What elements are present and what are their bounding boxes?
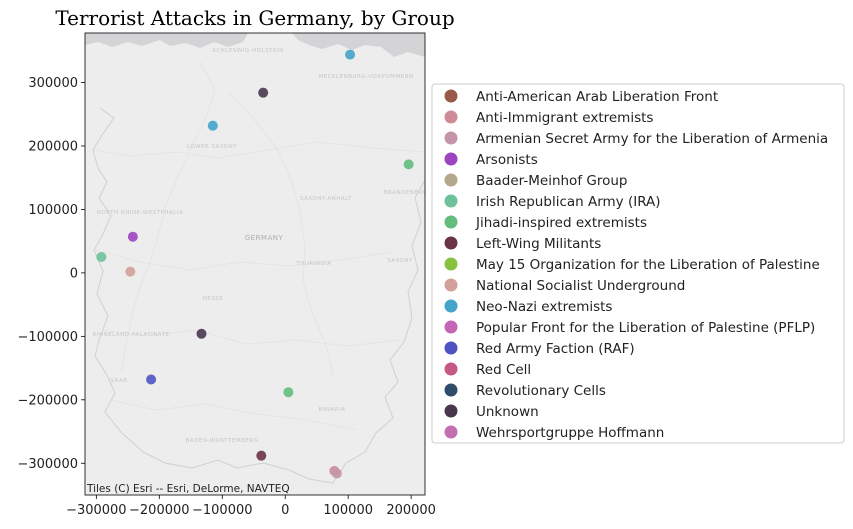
y-tick-label: −200000	[17, 393, 78, 408]
x-tick-label: −100000	[192, 503, 253, 518]
x-tick-label: −200000	[129, 503, 190, 518]
x-tick-label: 200000	[386, 503, 436, 518]
legend-marker-2	[444, 131, 458, 145]
basemap-label-north-rhine-westphalia: NORTH RHINE-WESTPHALIA	[97, 210, 183, 216]
basemap-attribution: Tiles (C) Esri -- Esri, DeLorme, NAVTEQ	[86, 483, 290, 495]
legend-frame	[431, 83, 845, 444]
x-tick-label: 0	[281, 503, 289, 518]
point-15-0	[258, 87, 269, 98]
legend-label-8: May 15 Organization for the Liberation o…	[476, 257, 820, 273]
legend-label-6: Jihadi-inspired extremists	[475, 215, 647, 231]
axes-frame	[84, 32, 426, 496]
legend-marker-10	[444, 299, 458, 313]
basemap-label-saxony: SAXONY	[387, 258, 413, 264]
basemap-label-mecklenburg: MECKLENBURG-VORPOMMERN	[318, 74, 413, 80]
legend-label-12: Red Army Faction (RAF)	[476, 341, 635, 357]
basemap-label-schleswig-holstein: SCHLESWIG-HOLSTEIN	[212, 48, 283, 54]
data-points	[96, 49, 414, 479]
basemap-state-border	[102, 329, 401, 347]
legend-label-11: Popular Front for the Liberation of Pale…	[476, 320, 815, 336]
basemap-label-baden-wurttemberg: BADEN-WURTTEMBERG	[186, 438, 259, 444]
legend-label-15: Unknown	[476, 404, 539, 420]
point-9-0	[125, 266, 136, 277]
basemap: GERMANY LOWER SAXONY NORTH RHINE-WESTPHA…	[85, 33, 432, 495]
legend-label-4: Baader-Meinhof Group	[476, 173, 627, 189]
basemap-north-sea	[85, 33, 248, 48]
basemap-state-border	[95, 249, 393, 271]
point-3-0	[127, 231, 138, 242]
basemap-state-border	[109, 399, 357, 431]
legend-label-3: Arsonists	[476, 152, 538, 168]
legend-marker-5	[444, 194, 458, 208]
legend-marker-15	[444, 404, 458, 418]
legend-marker-11	[444, 320, 458, 334]
y-tick-label: 300000	[28, 76, 78, 91]
basemap-land	[85, 33, 425, 495]
legend-marker-0	[444, 89, 458, 103]
y-tick-label: 100000	[28, 203, 78, 218]
legend-marker-6	[444, 215, 458, 229]
legend-marker-8	[444, 257, 458, 271]
y-axis: 300000 200000 100000 0 −100000 −200000 −300000	[17, 76, 85, 472]
point-2-0	[331, 468, 342, 479]
legend-label-9: National Socialist Underground	[476, 278, 685, 294]
x-axis: −300000 −200000 −100000 0 100000 200000	[66, 495, 436, 518]
basemap-label-lower-saxony: LOWER SAXONY	[187, 144, 237, 150]
basemap-label-thuringia: THURINGIA	[295, 261, 331, 267]
legend-label-7: Left-Wing Militants	[476, 236, 601, 252]
basemap-label-saxony-anhalt: SAXONY-ANHALT	[300, 196, 352, 202]
legend: Anti-American Arab Liberation Front Anti-…	[431, 83, 845, 444]
basemap-label-hesse: HESSE	[203, 296, 224, 302]
basemap-east-border	[332, 179, 425, 484]
y-tick-label: 0	[70, 266, 78, 281]
basemap-state-border	[120, 61, 216, 373]
y-tick-label: −300000	[17, 457, 78, 472]
x-tick-label: 100000	[323, 503, 373, 518]
legend-label-0: Anti-American Arab Liberation Front	[476, 89, 718, 105]
legend-label-10: Neo-Nazi extremists	[476, 299, 612, 315]
point-10-1	[207, 120, 218, 131]
point-6-0	[403, 159, 414, 170]
point-15-1	[196, 328, 207, 339]
x-tick-label: −300000	[66, 503, 127, 518]
basemap-baltic-sea	[292, 33, 425, 57]
legend-marker-12	[444, 341, 458, 355]
legend-label-16: Wehrsportgruppe Hoffmann	[476, 425, 664, 441]
chart-title: Terrorist Attacks in Germany, by Group	[55, 6, 454, 30]
basemap-country-border	[92, 107, 334, 484]
legend-marker-9	[444, 278, 458, 292]
legend-marker-16	[444, 425, 458, 439]
legend-label-14: Revolutionary Cells	[476, 383, 606, 399]
legend-label-1: Anti-Immigrant extremists	[476, 110, 653, 126]
plot-area: GERMANY LOWER SAXONY NORTH RHINE-WESTPHA…	[84, 32, 432, 496]
point-10-0	[345, 49, 356, 60]
legend-marker-4	[444, 173, 458, 187]
legend-label-2: Armenian Secret Army for the Liberation …	[476, 131, 828, 147]
basemap-state-border	[92, 141, 425, 159]
point-6-1	[283, 387, 294, 398]
y-tick-label: 200000	[28, 139, 78, 154]
basemap-label-rhineland-palatinate: RHINELAND-PALATINATE	[93, 332, 170, 338]
legend-marker-7	[444, 236, 458, 250]
basemap-label-saar: SAAR	[110, 378, 127, 384]
legend-marker-1	[444, 110, 458, 124]
legend-marker-3	[444, 152, 458, 166]
basemap-state-border	[227, 91, 335, 379]
legend-label-13: Red Cell	[476, 362, 531, 378]
basemap-label-bavaria: BAVARIA	[318, 407, 345, 413]
basemap-label-brandenburg: BRANDENBURG	[384, 190, 432, 196]
basemap-wash	[85, 33, 425, 495]
point-7-0	[256, 450, 267, 461]
y-tick-label: −100000	[17, 330, 78, 345]
point-5-0	[96, 252, 107, 263]
legend-label-5: Irish Republican Army (IRA)	[476, 194, 661, 210]
legend-marker-14	[444, 383, 458, 397]
point-12-0	[146, 374, 157, 385]
basemap-label-germany: GERMANY	[245, 234, 284, 242]
legend-marker-13	[444, 362, 458, 376]
